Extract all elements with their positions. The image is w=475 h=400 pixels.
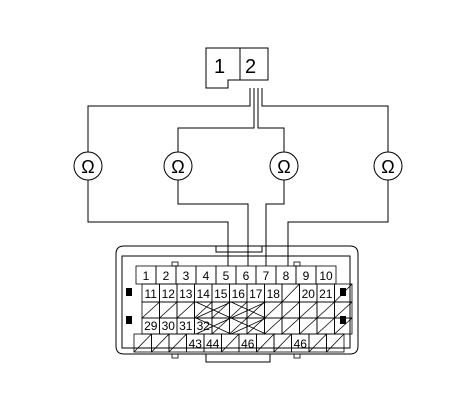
ecm-pin-label: 12 (162, 287, 176, 301)
ecm-cavity-blank (326, 333, 345, 353)
ecm-cavity-blank (299, 301, 318, 319)
small-connector-pin-2: 2 (245, 56, 256, 78)
ecm-cavity-blank (229, 301, 248, 319)
ecm-cavity-blank (316, 317, 335, 335)
ecm-pin-label: 8 (283, 269, 290, 283)
ecm-cavity-blank (151, 333, 170, 353)
ecm-pin-label: 29 (144, 319, 158, 333)
ecm-pin-label: 4 (203, 269, 210, 283)
ecm-cross-hatch (230, 317, 267, 335)
ecm-cavity-blank (273, 333, 292, 353)
ecm-cavity-blank (168, 333, 187, 353)
ecm-pin-label: 46 (294, 337, 308, 351)
ecm-pin-label: 32 (197, 319, 211, 333)
ecm-pin-label: 43 (189, 337, 203, 351)
ecm-cavity-blank (211, 301, 230, 319)
ecm-cavity-blank (264, 301, 283, 319)
ecm-cavity-blank (194, 301, 213, 319)
ecm-pin-label: 21 (319, 287, 333, 301)
ecm-pin-label: 15 (214, 287, 228, 301)
ohmmeter-4: Ω (373, 151, 403, 181)
ecm-cavity-blank (141, 301, 160, 319)
ecm-cross-hatch (195, 301, 232, 319)
ecm-cavity-blank (159, 301, 178, 319)
ecm-pin-label: 5 (223, 269, 230, 283)
ecm-pin-label: 3 (183, 269, 190, 283)
ecm-cavity-blank (133, 333, 152, 353)
ecm-pin-label: 31 (179, 319, 193, 333)
small-connector-pin-1: 1 (214, 56, 225, 78)
ecm-pin-label: 17 (249, 287, 263, 301)
ecm-cavity-blank (334, 283, 353, 303)
ecm-cavity-blank (334, 317, 353, 335)
ecm-pin-label: 20 (302, 287, 316, 301)
ecm-pin-label: 14 (197, 287, 211, 301)
ecm-cavity-blank (176, 301, 195, 319)
ohmmeter-1: Ω (73, 151, 103, 181)
ecm-cross-hatch (195, 317, 232, 335)
ohm-symbol-3: Ω (277, 157, 290, 177)
ecm-cavity-blank (256, 333, 275, 353)
ecm-cavity-blank (281, 283, 300, 303)
ecm-cavity (326, 333, 345, 353)
ecm-pin-label: 11 (145, 287, 158, 301)
ohm-symbol-2: Ω (171, 157, 184, 177)
ecm-cavity-blank (316, 301, 335, 319)
ecm-pin-label: 10 (319, 269, 333, 283)
ecm-pin-label: 6 (243, 269, 250, 283)
ecm-pin-label: 46 (241, 337, 255, 351)
ecm-pin-label: 1 (143, 269, 150, 283)
ecm-cross-hatch (230, 301, 267, 319)
ecm-cavity-blank (334, 301, 353, 319)
ohm-symbol-1: Ω (81, 157, 94, 177)
ecm-pin-label: 30 (162, 319, 176, 333)
ohmmeter-3: Ω (269, 151, 299, 181)
ecm-cavity-blank (299, 317, 318, 335)
ecm-cavity-blank (264, 317, 283, 335)
ohmmeter-2: Ω (163, 151, 193, 181)
ecm-pin-label: 9 (303, 269, 310, 283)
ecm-cavity-blank (281, 317, 300, 335)
ecm-cavity-blank (211, 317, 230, 335)
ecm-pin-label: 2 (163, 269, 170, 283)
ecm-pin-label: 44 (206, 337, 220, 351)
ecm-pin-label: 16 (232, 287, 246, 301)
ecm-pin-label: 7 (263, 269, 270, 283)
ecm-pin-label: 13 (179, 287, 193, 301)
ecm-cavity-blank (308, 333, 327, 353)
ecm-cavity-blank (246, 317, 265, 335)
ecm-cavity-blank (281, 301, 300, 319)
ecm-cavity-blank (246, 301, 265, 319)
ecm-cavity-blank (229, 317, 248, 335)
ecm-pin-label: 18 (267, 287, 281, 301)
small-connector: 1 2 (205, 47, 269, 89)
wires (87, 88, 389, 266)
ecm-cavity-blank (221, 333, 240, 353)
ohm-symbol-4: Ω (381, 157, 394, 177)
